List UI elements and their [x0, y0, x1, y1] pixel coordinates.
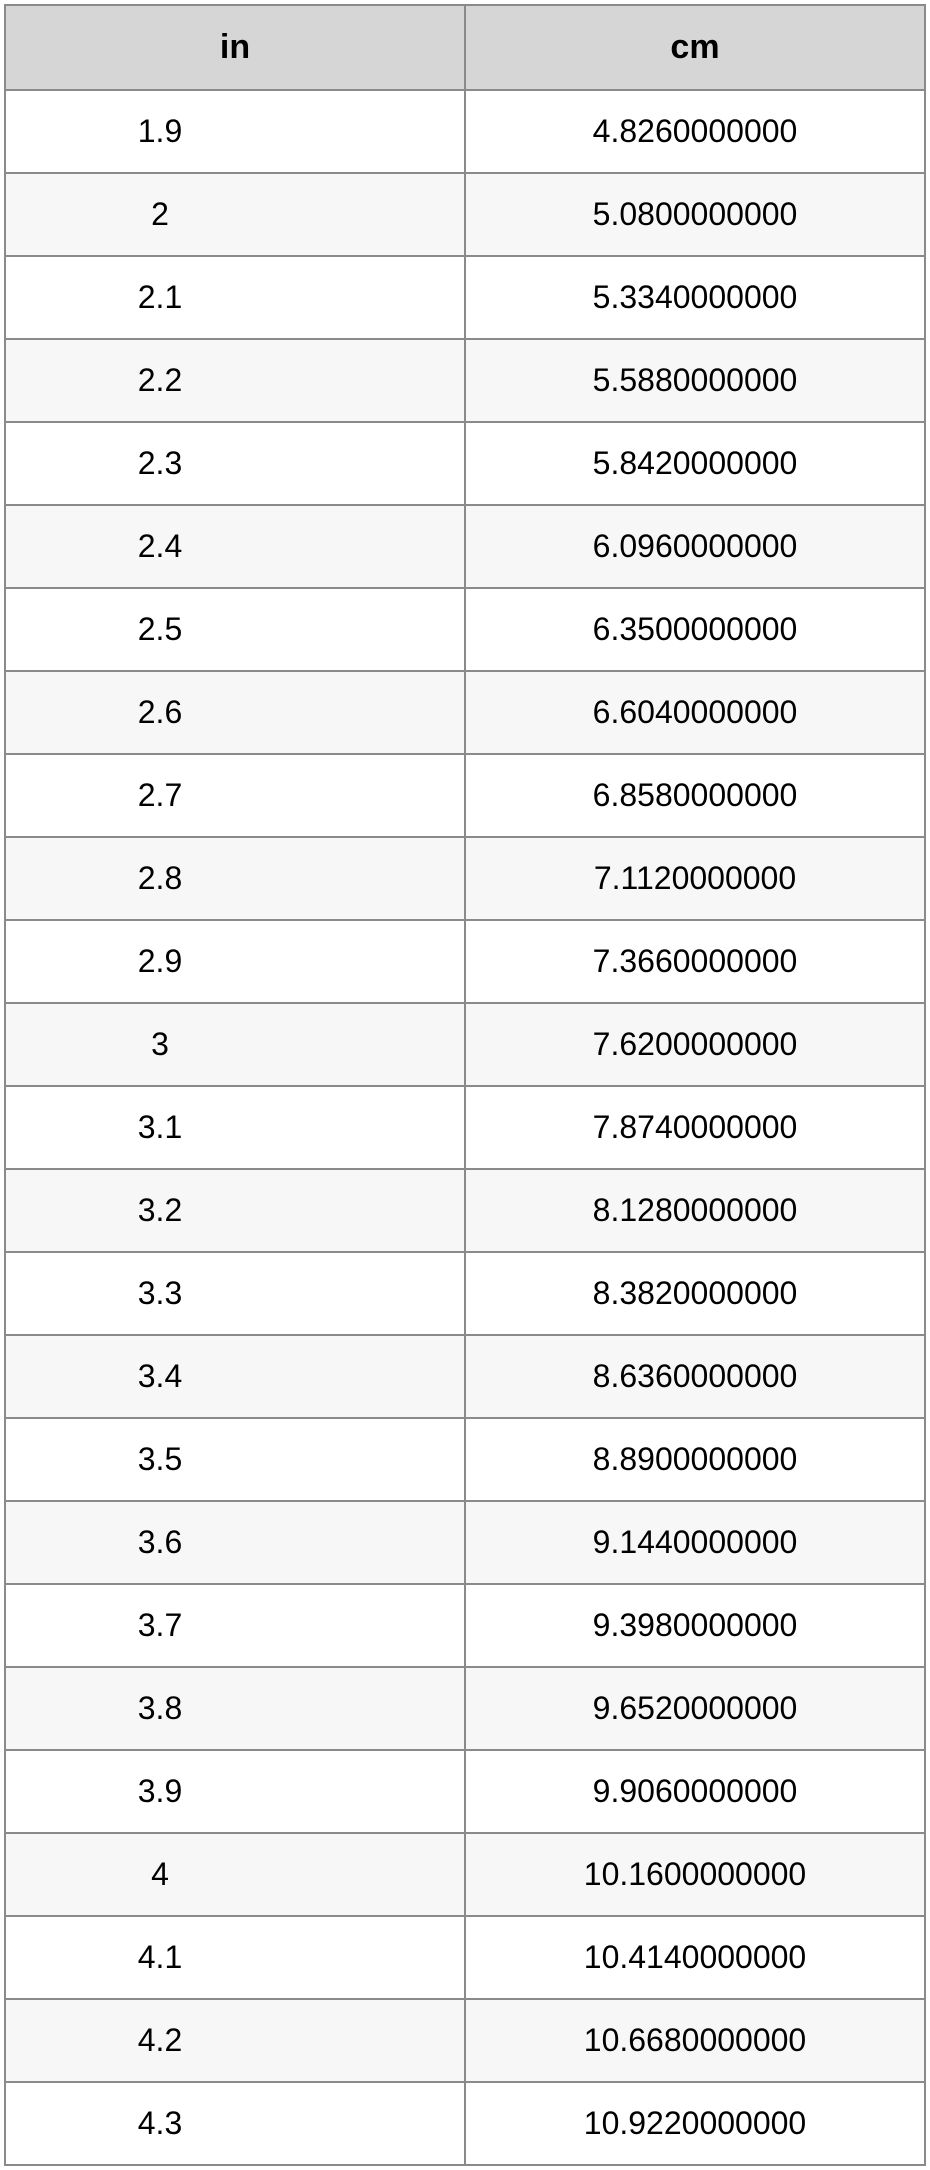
- cell-in: 2.6: [5, 671, 465, 754]
- cell-cm: 10.6680000000: [465, 1999, 925, 2082]
- cell-cm: 6.3500000000: [465, 588, 925, 671]
- cell-cm: 8.8900000000: [465, 1418, 925, 1501]
- cell-cm: 5.0800000000: [465, 173, 925, 256]
- conversion-table: in cm 1.9 4.8260000000 2 5.0800000000 2.…: [4, 4, 926, 2166]
- cell-in: 2.2: [5, 339, 465, 422]
- cell-cm: 6.0960000000: [465, 505, 925, 588]
- table-row: 3.9 9.9060000000: [5, 1750, 925, 1833]
- cell-cm: 10.4140000000: [465, 1916, 925, 1999]
- cell-in: 2.5: [5, 588, 465, 671]
- cell-in: 2.4: [5, 505, 465, 588]
- cell-in: 1.9: [5, 90, 465, 173]
- cell-cm: 7.1120000000: [465, 837, 925, 920]
- cell-in: 3.5: [5, 1418, 465, 1501]
- table-row: 3 7.6200000000: [5, 1003, 925, 1086]
- cell-cm: 6.6040000000: [465, 671, 925, 754]
- table-row: 2.9 7.3660000000: [5, 920, 925, 1003]
- table-row: 2.4 6.0960000000: [5, 505, 925, 588]
- cell-in: 3.8: [5, 1667, 465, 1750]
- cell-in: 2.9: [5, 920, 465, 1003]
- cell-in: 4.2: [5, 1999, 465, 2082]
- cell-in: 3: [5, 1003, 465, 1086]
- table-row: 3.2 8.1280000000: [5, 1169, 925, 1252]
- cell-cm: 8.6360000000: [465, 1335, 925, 1418]
- table-row: 3.4 8.6360000000: [5, 1335, 925, 1418]
- cell-in: 3.7: [5, 1584, 465, 1667]
- column-header-in: in: [5, 5, 465, 90]
- table-row: 2.8 7.1120000000: [5, 837, 925, 920]
- cell-cm: 7.8740000000: [465, 1086, 925, 1169]
- cell-cm: 4.8260000000: [465, 90, 925, 173]
- cell-cm: 9.1440000000: [465, 1501, 925, 1584]
- cell-cm: 7.3660000000: [465, 920, 925, 1003]
- table-row: 2 5.0800000000: [5, 173, 925, 256]
- cell-in: 4: [5, 1833, 465, 1916]
- cell-in: 2.8: [5, 837, 465, 920]
- table-row: 3.5 8.8900000000: [5, 1418, 925, 1501]
- cell-cm: 10.1600000000: [465, 1833, 925, 1916]
- cell-in: 3.6: [5, 1501, 465, 1584]
- table-row: 2.5 6.3500000000: [5, 588, 925, 671]
- table-row: 2.6 6.6040000000: [5, 671, 925, 754]
- cell-in: 2.1: [5, 256, 465, 339]
- cell-in: 3.9: [5, 1750, 465, 1833]
- cell-in: 4.3: [5, 2082, 465, 2165]
- table-row: 4.3 10.9220000000: [5, 2082, 925, 2165]
- cell-cm: 8.3820000000: [465, 1252, 925, 1335]
- cell-in: 2: [5, 173, 465, 256]
- table-row: 1.9 4.8260000000: [5, 90, 925, 173]
- cell-in: 3.2: [5, 1169, 465, 1252]
- cell-cm: 9.9060000000: [465, 1750, 925, 1833]
- cell-cm: 5.5880000000: [465, 339, 925, 422]
- cell-cm: 7.6200000000: [465, 1003, 925, 1086]
- table-row: 3.3 8.3820000000: [5, 1252, 925, 1335]
- table-row: 2.1 5.3340000000: [5, 256, 925, 339]
- cell-in: 3.4: [5, 1335, 465, 1418]
- cell-in: 4.1: [5, 1916, 465, 1999]
- table-row: 4.2 10.6680000000: [5, 1999, 925, 2082]
- cell-cm: 9.3980000000: [465, 1584, 925, 1667]
- cell-in: 2.7: [5, 754, 465, 837]
- cell-cm: 5.8420000000: [465, 422, 925, 505]
- table-row: 3.6 9.1440000000: [5, 1501, 925, 1584]
- table-row: 3.8 9.6520000000: [5, 1667, 925, 1750]
- table-row: 2.7 6.8580000000: [5, 754, 925, 837]
- cell-cm: 10.9220000000: [465, 2082, 925, 2165]
- cell-cm: 9.6520000000: [465, 1667, 925, 1750]
- cell-in: 2.3: [5, 422, 465, 505]
- column-header-cm: cm: [465, 5, 925, 90]
- cell-in: 3.3: [5, 1252, 465, 1335]
- table-header-row: in cm: [5, 5, 925, 90]
- table-row: 3.1 7.8740000000: [5, 1086, 925, 1169]
- table-row: 2.3 5.8420000000: [5, 422, 925, 505]
- cell-in: 3.1: [5, 1086, 465, 1169]
- cell-cm: 5.3340000000: [465, 256, 925, 339]
- table-row: 4.1 10.4140000000: [5, 1916, 925, 1999]
- table-row: 2.2 5.5880000000: [5, 339, 925, 422]
- cell-cm: 6.8580000000: [465, 754, 925, 837]
- table-row: 3.7 9.3980000000: [5, 1584, 925, 1667]
- cell-cm: 8.1280000000: [465, 1169, 925, 1252]
- table-row: 4 10.1600000000: [5, 1833, 925, 1916]
